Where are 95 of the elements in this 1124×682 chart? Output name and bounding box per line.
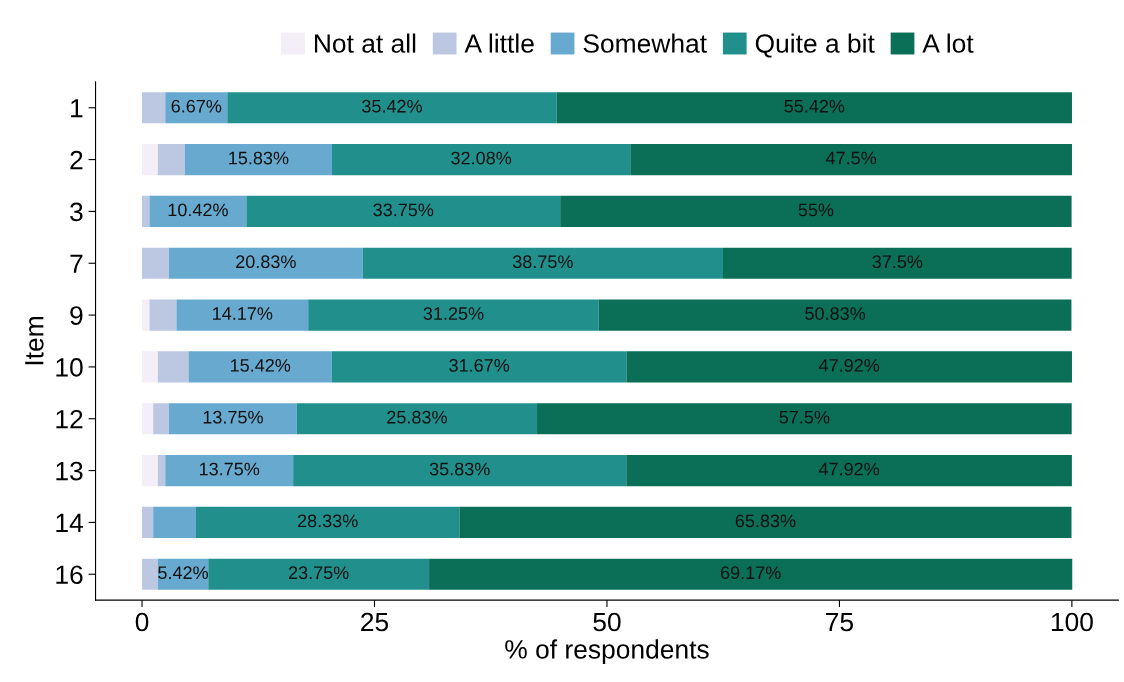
data-label: 55.42% [784,99,845,113]
data-label: 32.08% [451,151,512,165]
legend-label: A little [464,33,534,53]
data-label: 5.42% [158,566,208,580]
y-tick-label: 2 [70,150,83,170]
bar [560,195,1072,227]
data-label: 15.42% [230,358,291,372]
data-label: 47.5% [825,151,877,165]
bar [537,403,1072,435]
bar [157,455,166,487]
bar [227,92,557,124]
bar [332,144,631,176]
data-label: 20.83% [236,255,296,269]
y-tick-label: 3 [70,202,83,222]
bar [293,455,627,487]
bar [296,403,538,435]
x-axis-title: % of respondents [505,639,709,664]
data-label: 47.92% [818,462,880,476]
bar [195,506,460,538]
y-tick-label: 12 [56,409,83,429]
data-label: 38.75% [512,255,573,269]
data-label: 35.83% [429,462,490,476]
bar [165,455,294,487]
x-tick-label: 0 [135,612,149,632]
data-label: 23.75% [288,566,349,580]
data-label: 31.25% [423,307,484,320]
data-label: 13.75% [203,410,263,424]
x-tick-label: 25 [361,612,389,632]
x-tick-label: 100 [1051,612,1093,632]
bar [429,558,1073,590]
data-label: 35.42% [362,99,422,113]
data-label: 6.67% [171,99,222,113]
bar [246,195,561,227]
bar [176,299,309,331]
bar [630,144,1072,176]
bar [157,351,189,383]
bar [626,455,1072,487]
data-label: 13.75% [199,462,260,476]
data-label: 28.33% [297,514,358,528]
bar [142,351,158,383]
y-tick-label: 10 [56,358,83,377]
data-label: 69.17% [720,566,781,580]
bar [142,299,150,331]
data-label: 50.83% [805,307,866,320]
legend-label: Somewhat [583,33,707,53]
y-tick-label: 1 [71,99,83,118]
bar [598,299,1072,331]
x-tick-label: 75 [826,612,853,632]
bar [169,403,297,435]
x-tick-label: 50 [593,612,621,632]
y-tick-label: 13 [56,461,83,481]
bar [149,299,177,331]
bar [331,351,627,383]
bar [142,558,158,590]
bar [142,403,154,435]
data-label: 57.5% [779,410,830,424]
legend-label: Not at all [315,33,416,53]
bar [308,299,599,331]
data-label: 10.42% [168,203,228,217]
y-tick-label: 14 [56,513,83,532]
bar [165,92,228,124]
bar [142,144,158,176]
bar [153,403,169,435]
bar [149,195,247,227]
bar [142,195,150,227]
y-tick-label: 7 [70,254,83,273]
bar [556,92,1072,124]
bar [142,506,154,538]
bar [208,558,430,590]
y-axis-title: Item [25,317,44,365]
bar [169,247,363,279]
bar [184,144,332,176]
legend-label: Quite a bit [755,33,875,58]
data-label: 15.83% [229,151,289,165]
bar [153,506,196,538]
y-tick-label: 9 [70,306,83,325]
bar [157,144,185,176]
bar [362,247,724,279]
bar [723,247,1072,279]
bar [142,455,158,487]
data-label: 33.75% [373,203,434,217]
bar [188,351,332,383]
data-label: 25.83% [387,410,447,424]
data-label: 14.17% [213,307,273,320]
bar [142,247,169,279]
legend-label: A lot [922,33,974,53]
data-label: 37.5% [872,255,923,269]
data-label: 55% [798,203,834,217]
bar [626,351,1072,383]
data-label: 31.67% [449,358,510,372]
data-label: 47.92% [818,358,880,372]
bar [142,92,166,124]
y-tick-label: 16 [56,565,83,585]
bar [459,506,1072,538]
data-label: 65.83% [735,514,796,528]
